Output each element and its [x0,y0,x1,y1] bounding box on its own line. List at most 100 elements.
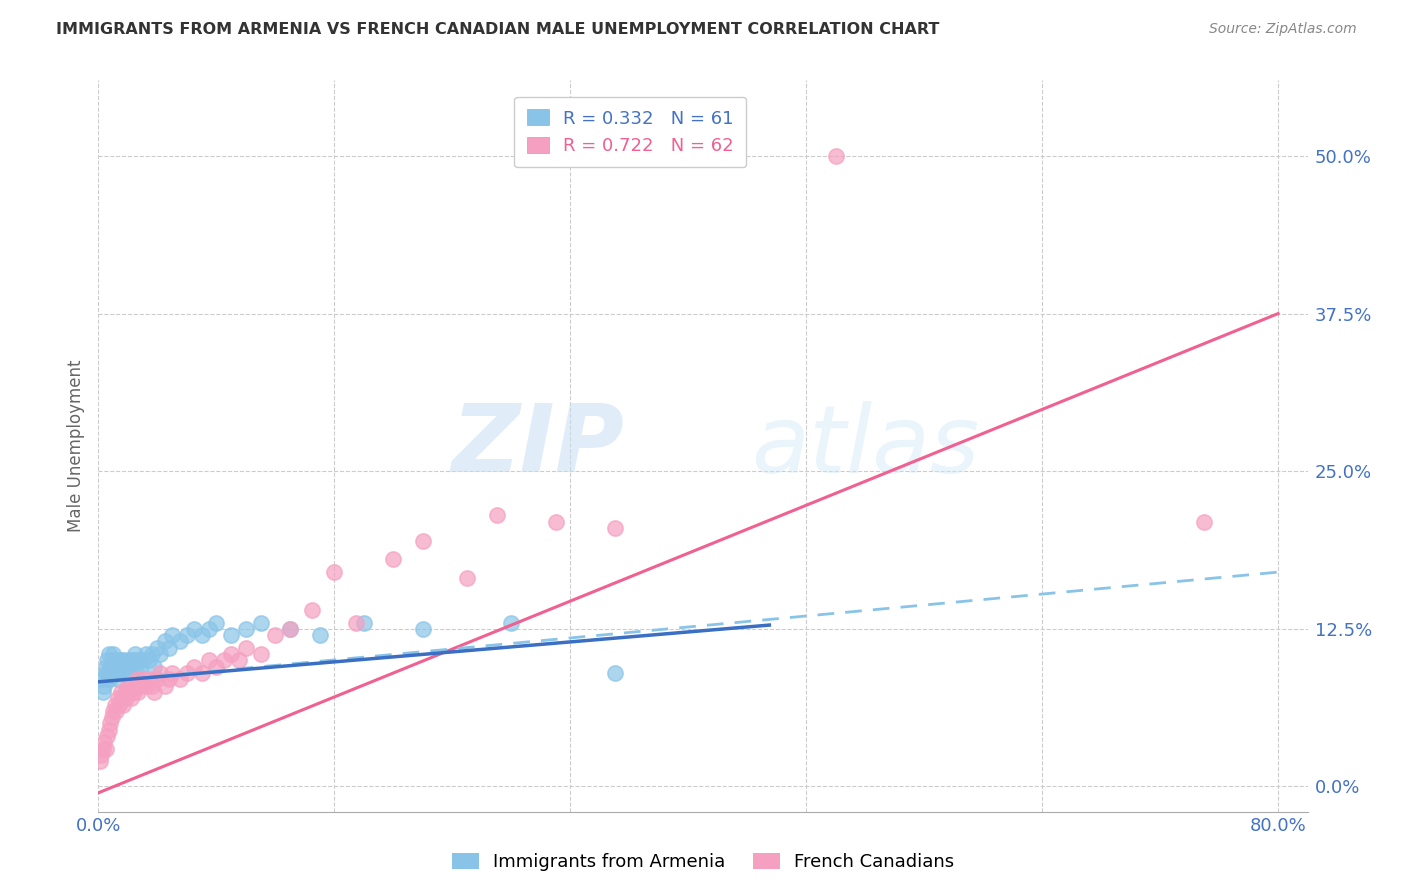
Point [141,679,163,693]
Point [122,685,145,699]
Text: IMMIGRANTS FROM ARMENIA VS FRENCH CANADIAN MALE UNEMPLOYMENT CORRELATION CHART: IMMIGRANTS FROM ARMENIA VS FRENCH CANADI… [56,22,939,37]
Point [160,665,183,680]
Point [135,647,157,661]
Point [117,679,139,693]
Point [278,622,301,636]
Point [114,685,136,699]
Point [412,622,434,636]
Point [107,691,129,706]
Point [124,679,146,693]
Point [128,679,150,693]
Point [131,673,153,687]
Point [235,622,257,636]
Point [97,723,120,737]
Point [94,665,117,680]
Y-axis label: Male Unemployment: Male Unemployment [66,359,84,533]
Point [149,647,172,661]
Point [138,653,160,667]
Point [143,685,166,699]
Point [110,685,132,699]
Point [131,653,153,667]
Point [169,673,191,687]
Point [121,659,143,673]
Point [456,571,478,585]
Point [115,659,138,673]
Point [120,653,142,667]
Point [249,647,271,661]
Point [118,659,141,673]
Point [128,659,150,673]
Point [108,698,131,712]
Point [125,665,148,680]
Point [141,647,163,661]
Point [146,673,169,687]
Point [101,665,124,680]
Point [90,673,112,687]
Point [117,653,139,667]
Point [101,704,124,718]
Point [157,640,180,655]
Point [98,659,121,673]
Point [205,615,228,630]
Point [127,653,149,667]
Point [143,659,166,673]
Point [353,615,375,630]
Point [118,685,141,699]
Point [212,653,235,667]
Point [603,665,626,680]
Point [544,515,567,529]
Point [97,665,120,680]
Point [107,653,129,667]
Point [198,622,221,636]
Point [108,659,131,673]
Point [97,647,120,661]
Point [301,603,323,617]
Point [107,673,129,687]
Point [111,659,134,673]
Point [110,665,132,680]
Point [501,615,523,630]
Point [235,640,257,655]
Legend: R = 0.332   N = 61, R = 0.722   N = 62: R = 0.332 N = 61, R = 0.722 N = 62 [515,96,747,168]
Point [603,521,626,535]
Point [1194,515,1216,529]
Point [264,628,287,642]
Point [190,665,212,680]
Point [91,685,114,699]
Text: ZIP: ZIP [451,400,624,492]
Point [111,691,134,706]
Point [190,628,212,642]
Point [104,653,127,667]
Point [121,679,143,693]
Point [176,665,198,680]
Point [96,729,118,743]
Point [127,685,149,699]
Point [96,673,118,687]
Point [104,659,127,673]
Point [205,659,228,673]
Point [115,691,138,706]
Point [219,628,242,642]
Point [90,747,112,762]
Point [122,653,145,667]
Point [104,698,127,712]
Point [110,653,132,667]
Point [98,673,121,687]
Point [101,647,124,661]
Point [94,741,117,756]
Point [157,673,180,687]
Point [278,622,301,636]
Text: atlas: atlas [751,401,980,491]
Point [824,149,846,163]
Point [94,659,117,673]
Point [153,679,176,693]
Text: Source: ZipAtlas.com: Source: ZipAtlas.com [1209,22,1357,37]
Point [169,634,191,648]
Point [112,653,135,667]
Point [124,647,146,661]
Point [160,628,183,642]
Point [198,653,221,667]
Point [105,704,128,718]
Point [219,647,242,661]
Point [96,653,118,667]
